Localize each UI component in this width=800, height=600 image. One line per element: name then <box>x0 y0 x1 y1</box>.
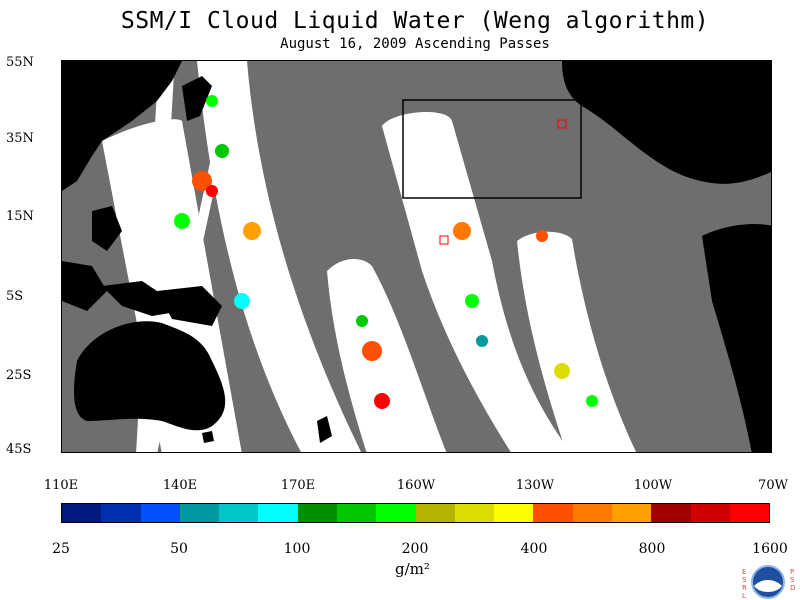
colorbar-label: 200 <box>401 541 429 557</box>
colorbar-label: 1600 <box>752 541 788 557</box>
region-box <box>402 99 582 199</box>
colorbar-segment <box>101 504 141 522</box>
lon-label: 130W <box>515 478 555 493</box>
cloud-patch <box>476 335 488 347</box>
colorbar-segment <box>690 504 730 522</box>
svg-text:L: L <box>742 592 746 600</box>
lon-label: 140E <box>162 478 198 493</box>
cloud-patch <box>215 144 229 158</box>
cloud-patch <box>374 393 390 409</box>
svg-text:P: P <box>790 568 794 576</box>
colorbar-unit: g/m² <box>395 560 430 578</box>
land-asia <box>62 61 182 191</box>
colorbar-segment <box>454 504 495 522</box>
land-south-america <box>702 224 771 452</box>
colorbar-segment <box>651 504 691 522</box>
lon-label: 110E <box>43 478 79 493</box>
lat-label: 15N <box>6 209 34 224</box>
land-philippines <box>92 206 122 251</box>
colorbar-label: 100 <box>283 541 311 557</box>
map-canvas <box>62 61 771 452</box>
swath-2 <box>197 61 362 452</box>
colorbar-segment <box>415 504 455 522</box>
cloud-patch <box>356 315 368 327</box>
lat-label: 55N <box>6 55 34 70</box>
swath-3 <box>327 259 447 452</box>
colorbar-segment <box>611 504 652 522</box>
colorbar-segment <box>179 504 220 522</box>
colorbar-segment <box>729 504 770 522</box>
land-new-zealand <box>317 416 332 443</box>
lat-label: 45S <box>6 442 32 457</box>
svg-text:E: E <box>742 568 746 576</box>
land-north-america <box>562 61 771 184</box>
lat-label: 25S <box>6 368 32 383</box>
lon-label: 160W <box>396 478 436 493</box>
colorbar-segment <box>533 504 573 522</box>
cloud-patch <box>206 95 218 107</box>
colorbar-label: 50 <box>170 541 188 557</box>
noaa-logo-icon: E S R L P S D <box>742 565 795 600</box>
map-title: SSM/I Cloud Liquid Water (Weng algorithm… <box>120 8 710 34</box>
land-borneo <box>102 281 182 316</box>
cloud-patch <box>174 213 190 229</box>
cloud-data <box>174 95 598 409</box>
land-masses <box>62 61 771 452</box>
colorbar-segment <box>572 504 612 522</box>
colorbar-segment <box>376 504 416 522</box>
cloud-patch <box>586 395 598 407</box>
swath-4 <box>382 111 571 452</box>
site-marker <box>557 119 567 129</box>
colorbar <box>61 503 770 523</box>
svg-text:S: S <box>790 576 795 584</box>
land-new-guinea <box>157 286 222 326</box>
colorbar-segment <box>258 504 298 522</box>
cloud-patch <box>554 363 570 379</box>
colorbar-label: 800 <box>638 541 666 557</box>
colorbar-segment <box>494 504 534 522</box>
colorbar-segment <box>219 504 259 522</box>
cloud-patch <box>536 230 548 242</box>
svg-text:S: S <box>742 576 747 584</box>
lon-label: 70W <box>758 478 788 493</box>
cloud-patch <box>243 222 261 240</box>
land-japan <box>182 76 212 121</box>
lon-label: 170E <box>280 478 316 493</box>
lon-label: 100W <box>633 478 673 493</box>
lat-label: 35N <box>6 131 34 146</box>
map-subtitle: August 16, 2009 Ascending Passes <box>280 36 550 52</box>
land-australia <box>74 321 226 431</box>
map-panel <box>61 60 772 453</box>
colorbar-segment <box>62 504 102 522</box>
land-tasmania <box>202 431 214 443</box>
cloud-patch <box>465 294 479 308</box>
swath-5 <box>517 231 637 452</box>
colorbar-label: 400 <box>520 541 548 557</box>
colorbar-segment <box>297 504 337 522</box>
lat-label: 5S <box>6 289 24 304</box>
svg-text:D: D <box>790 584 795 592</box>
colorbar-segment <box>140 504 180 522</box>
colorbar-label: 25 <box>52 541 70 557</box>
cloud-patch <box>362 341 382 361</box>
svg-text:R: R <box>742 584 747 592</box>
land-indochina <box>62 261 107 311</box>
site-marker <box>439 235 449 245</box>
cloud-patch <box>192 171 212 191</box>
cloud-patch <box>453 222 471 240</box>
cloud-patch <box>234 293 250 309</box>
cloud-patch <box>206 185 218 197</box>
colorbar-segment <box>336 504 377 522</box>
